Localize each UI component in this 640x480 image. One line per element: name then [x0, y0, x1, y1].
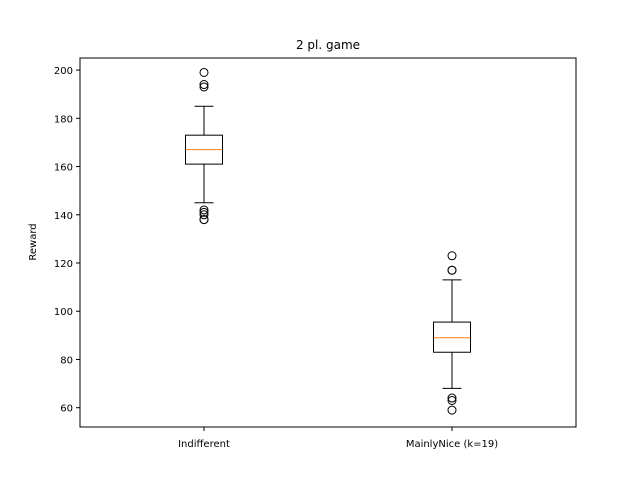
- chart-title: 2 pl. game: [296, 38, 360, 52]
- y-tick-label: 180: [54, 114, 73, 125]
- outlier-point: [447, 405, 457, 415]
- outlier-point: [447, 251, 457, 261]
- x-axis: Indifferent MainlyNice (k=19): [178, 427, 498, 450]
- outlier-point: [199, 82, 209, 92]
- box-iqr: [433, 321, 471, 353]
- y-tick-label: 120: [54, 259, 73, 270]
- y-axis: 60 80 100 120 140 160 180 200: [54, 66, 80, 415]
- box-series: [433, 251, 471, 415]
- outlier-point: [199, 205, 209, 215]
- outlier-point: [199, 67, 209, 77]
- outlier-point: [447, 395, 457, 405]
- boxes: [185, 67, 471, 415]
- box-series: [185, 67, 223, 225]
- x-tick-label: Indifferent: [178, 439, 230, 450]
- outlier-point: [447, 393, 457, 403]
- y-tick-label: 80: [60, 355, 73, 366]
- outlier-point: [199, 210, 209, 220]
- outlier-point: [199, 215, 209, 225]
- y-tick-label: 140: [54, 211, 73, 222]
- outlier-point: [447, 265, 457, 275]
- outlier-point: [199, 207, 209, 217]
- outlier-point: [199, 80, 209, 90]
- y-tick-label: 200: [54, 66, 73, 77]
- x-tick-label: MainlyNice (k=19): [406, 439, 498, 450]
- y-tick-label: 60: [60, 404, 73, 415]
- y-tick-label: 160: [54, 163, 73, 174]
- plot-area: [79, 57, 577, 428]
- y-axis-label: Reward: [28, 223, 39, 260]
- y-tick-label: 100: [54, 307, 73, 318]
